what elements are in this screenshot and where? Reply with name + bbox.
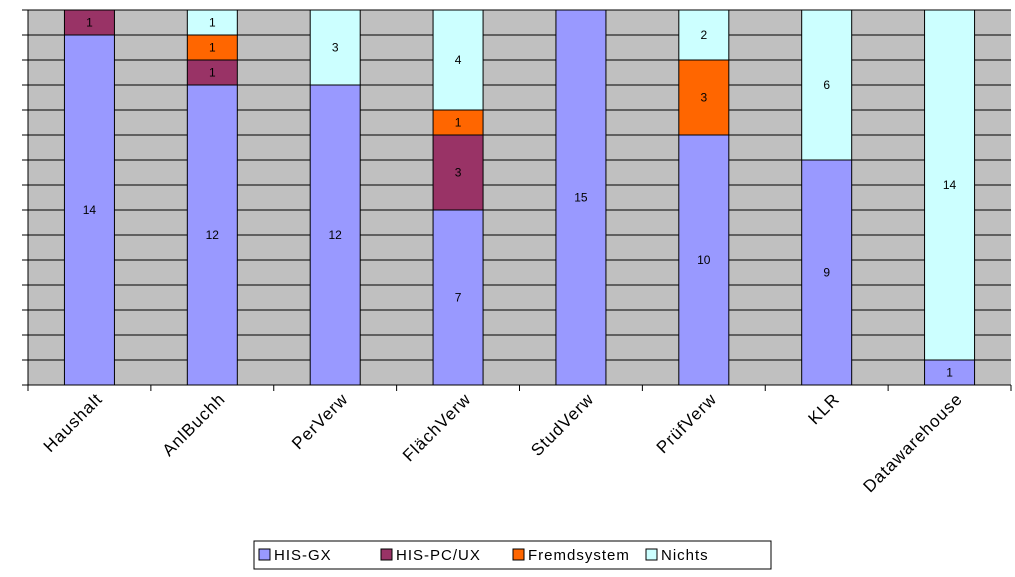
data-label: 14: [943, 178, 957, 192]
bar-segment-klr-3: [801, 9, 853, 161]
data-label: 1: [946, 366, 953, 380]
data-label: 1: [86, 16, 93, 30]
bar-segment-haushalt-1: [63, 9, 115, 36]
bar-segment-perverw-0: [309, 84, 361, 386]
category-label: Datawarehouse: [860, 389, 967, 496]
category-label: KLR: [805, 389, 844, 428]
legend-label: Nichts: [661, 547, 709, 564]
bar-segment-datawarehouse-3: [924, 9, 976, 361]
legend-label: Fremdsystem: [528, 547, 630, 564]
category-label: AnlBuchh: [159, 389, 230, 460]
data-label: 1: [209, 66, 216, 80]
data-label: 15: [574, 191, 588, 205]
data-label: 1: [455, 116, 462, 130]
bar-segment-studverw-0: [555, 9, 607, 386]
data-label: 10: [697, 253, 711, 267]
bar-segment-klr-0: [801, 159, 853, 386]
legend-swatch: [645, 548, 658, 561]
data-label: 4: [455, 53, 462, 67]
category-label: PerVerw: [288, 389, 352, 453]
bar-segment-prüfverw-0: [678, 134, 730, 386]
data-label: 6: [823, 78, 830, 92]
bar-segment-prüfverw-3: [678, 9, 730, 61]
bar-segment-flächverw-1: [432, 134, 484, 211]
data-label: 12: [206, 228, 220, 242]
bar-segment-perverw-3: [309, 9, 361, 86]
data-label: 3: [700, 91, 707, 105]
data-label: 9: [823, 266, 830, 280]
category-label: StudVerw: [527, 389, 598, 460]
category-label: FlächVerw: [399, 389, 475, 465]
legend: HIS-GX HIS-PC/UX Fremdsystem Nichts: [253, 540, 772, 570]
data-label: 3: [332, 41, 339, 55]
bar-segment-flächverw-3: [432, 9, 484, 111]
data-label: 14: [83, 203, 97, 217]
data-label: 3: [455, 166, 462, 180]
category-label: Haushalt: [40, 389, 107, 456]
data-label: 2: [700, 28, 707, 42]
x-axis: Haushalt AnlBuchh PerVerw FlächVerw StudVerw…: [27, 384, 1012, 496]
data-label: 1: [209, 41, 216, 55]
legend-label: HIS-GX: [274, 547, 332, 564]
plot-area: [28, 10, 1011, 385]
bar-segment-flächverw-2: [432, 109, 484, 136]
data-label: 7: [455, 291, 462, 305]
data-label: 12: [329, 228, 343, 242]
legend-swatch: [380, 548, 393, 561]
bar-segment-anlbuchh-3: [186, 9, 238, 36]
bar-segment-anlbuchh-1: [186, 59, 238, 86]
bar-segment-flächverw-0: [432, 209, 484, 386]
bar-segment-haushalt-0: [63, 34, 115, 386]
bar-segment-prüfverw-2: [678, 59, 730, 136]
bar-segment-anlbuchh-2: [186, 34, 238, 61]
legend-label: HIS-PC/UX: [396, 547, 481, 564]
legend-swatch: [258, 548, 271, 561]
data-label: 1: [209, 16, 216, 30]
category-label: PrüfVerw: [653, 389, 721, 457]
bar-segment-anlbuchh-0: [186, 84, 238, 386]
legend-swatch: [512, 548, 525, 561]
